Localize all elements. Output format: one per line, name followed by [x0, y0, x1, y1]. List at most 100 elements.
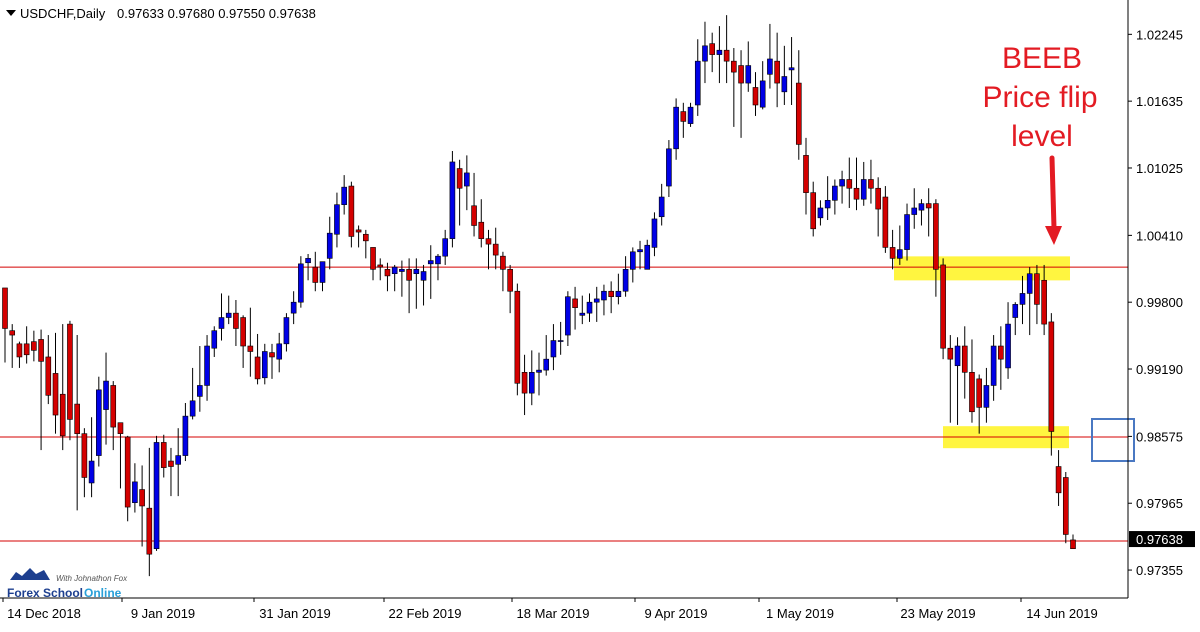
candle [298, 256, 304, 308]
candle [853, 157, 860, 211]
ohlc-readout: 0.97633 0.97680 0.97550 0.97638 [117, 6, 316, 21]
candle-body-bull [464, 172, 470, 187]
chart-menu-triangle-icon[interactable] [6, 10, 16, 16]
candle [478, 199, 485, 248]
candle-body-bear [680, 111, 687, 122]
candle [153, 435, 160, 551]
bull-logo-icon [10, 568, 50, 580]
candle [449, 151, 456, 248]
candle [74, 335, 80, 511]
candle [1041, 264, 1047, 336]
candle [687, 102, 694, 127]
candle [370, 247, 376, 281]
candle [160, 434, 167, 478]
annotation-arrow-shaft [1049, 155, 1057, 231]
candle-body-bear [52, 373, 59, 416]
candle [507, 264, 513, 314]
candle [759, 61, 766, 110]
candle-body-bull [182, 415, 189, 456]
candle-body-bear [471, 205, 477, 226]
brand-name-part2: Online [84, 586, 122, 600]
candle [897, 225, 903, 265]
annotation-line-3: level [1011, 120, 1073, 153]
y-tick-label: 0.97355 [1136, 563, 1183, 578]
candle [998, 326, 1004, 390]
candle-body-bear [810, 192, 817, 230]
candle-body-bull [298, 263, 304, 303]
candle-body-bear [976, 378, 982, 408]
candle-body-bull [832, 185, 838, 201]
candle [442, 229, 448, 265]
candle [788, 37, 795, 105]
candle-body-bear [2, 287, 8, 329]
candle [521, 354, 528, 416]
candle [326, 216, 333, 270]
candle-body-bull [817, 207, 824, 219]
candle [651, 212, 658, 257]
candle [290, 291, 297, 325]
candle-body-bull [658, 196, 665, 218]
x-tick-label: 9 Jan 2019 [131, 606, 195, 621]
candle-body-bull [189, 400, 196, 417]
candle-body-bear [500, 255, 506, 270]
candle-body-bear [160, 442, 167, 468]
candle [59, 324, 66, 451]
candle-body-bear [348, 185, 355, 237]
x-tick-label: 18 Mar 2019 [517, 606, 590, 621]
candle-body-bull [88, 460, 95, 484]
candle-body-bull [897, 249, 903, 259]
candle-body-bear [1041, 279, 1047, 325]
candle-body-bull [1012, 304, 1019, 318]
candle [738, 50, 744, 138]
candle-body-bear [969, 372, 975, 413]
annotation-line-2: Price flip [982, 81, 1097, 114]
candle [240, 315, 246, 368]
candle-body-bear [59, 393, 66, 437]
candle [882, 186, 889, 253]
candle-body-bull [673, 106, 679, 150]
candle [23, 326, 30, 364]
candle [1034, 264, 1040, 325]
candles-layer [2, 15, 1076, 577]
candle [204, 335, 210, 401]
y-tick-label: 0.99800 [1136, 295, 1183, 310]
candle [124, 435, 131, 522]
candle-body-bear [124, 436, 131, 508]
candle [52, 332, 59, 434]
candle-body-bull [276, 343, 283, 360]
candle-body-bull [990, 345, 997, 386]
candle [261, 343, 268, 385]
candle [500, 251, 506, 292]
candle-body-bear [925, 203, 932, 209]
candle [283, 313, 290, 352]
candle-body-bull [694, 60, 701, 106]
candle-body-bull [687, 106, 694, 124]
candle [767, 23, 773, 89]
candle [45, 335, 52, 405]
candle [67, 320, 73, 441]
candle-body-bull [326, 232, 333, 259]
candle-body-bear [146, 507, 153, 555]
candle-body-bear [608, 290, 614, 298]
candle-body-bull [911, 207, 918, 215]
candle [572, 286, 578, 330]
candle-body-bull [565, 296, 571, 336]
candle [579, 295, 586, 325]
candle-body-bear [370, 247, 376, 270]
candle-body-bear [233, 312, 239, 329]
candle [117, 422, 124, 489]
candle [189, 367, 196, 420]
candle-body-bear [406, 269, 412, 281]
candle-body-bull [586, 301, 593, 314]
candle-body-bear [723, 49, 730, 62]
candle [247, 307, 254, 377]
candle [9, 324, 16, 368]
candle [731, 48, 737, 127]
candle-body-bear [507, 269, 513, 292]
candle-body-bear [31, 341, 37, 351]
candle [1070, 534, 1076, 549]
candle [1005, 302, 1011, 379]
candle [384, 262, 391, 292]
candle-body-bull [550, 340, 557, 358]
